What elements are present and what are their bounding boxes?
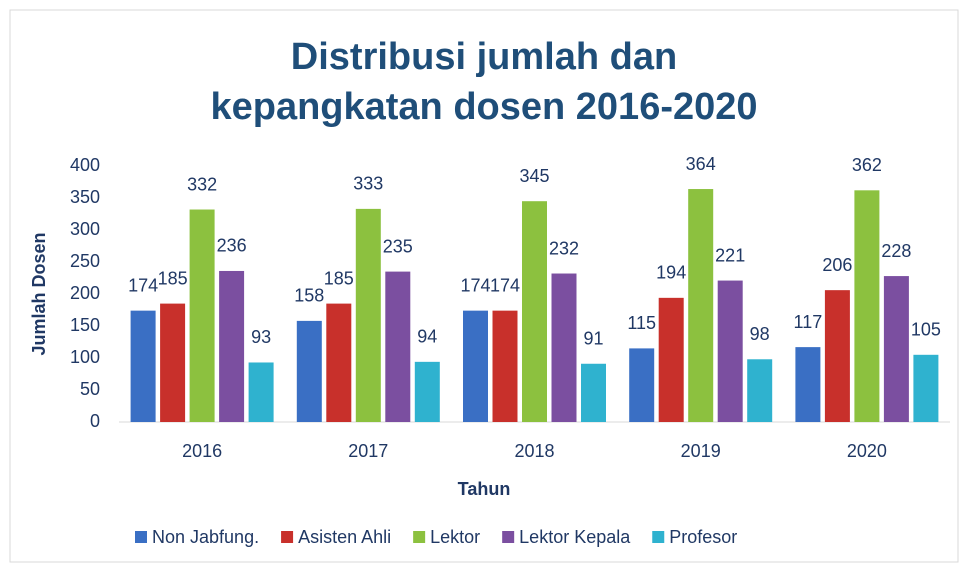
bar — [581, 363, 606, 422]
y-axis-title: Jumlah Dosen — [29, 232, 49, 355]
data-label: 117 — [794, 312, 823, 332]
legend-swatch — [413, 531, 426, 543]
chart-title: Distribusi jumlah dan kepangkatan dosen … — [210, 36, 758, 128]
data-label: 98 — [750, 324, 770, 344]
legend-label: Lektor Kepala — [519, 527, 631, 547]
legend-label: Non Jabfung. — [152, 527, 259, 547]
bar — [658, 297, 684, 422]
bar — [795, 347, 821, 422]
legend-swatch — [135, 531, 147, 543]
legend-label: Asisten Ahli — [298, 527, 391, 547]
y-tick-label: 400 — [70, 155, 100, 175]
x-tick-label: 2018 — [514, 441, 554, 461]
data-label: 93 — [251, 327, 271, 347]
y-tick-label: 250 — [70, 251, 100, 271]
data-label: 105 — [911, 320, 941, 340]
bar — [296, 320, 322, 422]
legend-label: Lektor — [430, 527, 480, 547]
chart-border — [9, 9, 959, 563]
bar — [355, 208, 381, 422]
bar — [414, 361, 440, 422]
data-label: 185 — [324, 268, 354, 288]
bar — [160, 303, 186, 422]
x-axis-title: Tahun — [458, 479, 511, 499]
bar — [747, 359, 773, 422]
data-label: 206 — [822, 255, 852, 275]
y-tick-label: 350 — [70, 187, 100, 207]
data-label: 362 — [852, 155, 882, 175]
bar — [492, 310, 518, 422]
legend-label: Profesor — [669, 527, 737, 547]
bar — [219, 270, 245, 422]
data-label: 91 — [583, 329, 603, 349]
bar — [326, 303, 352, 422]
bar — [189, 209, 215, 422]
data-label: 332 — [187, 174, 217, 194]
data-label: 194 — [656, 263, 686, 283]
y-tick-label: 0 — [90, 411, 100, 431]
bar — [688, 189, 714, 422]
x-tick-label: 2019 — [681, 441, 721, 461]
bar — [522, 201, 547, 422]
data-label: 345 — [519, 166, 549, 186]
x-tick-label: 2017 — [348, 441, 388, 461]
data-label: 228 — [881, 241, 911, 261]
y-tick-label: 50 — [80, 379, 100, 399]
bar — [248, 362, 274, 422]
bar — [824, 290, 850, 422]
data-label: 174 — [128, 275, 158, 295]
data-label: 221 — [715, 245, 745, 265]
data-label: 174 — [460, 275, 490, 295]
data-label: 232 — [549, 238, 579, 258]
data-label: 158 — [294, 286, 324, 306]
bar — [854, 190, 880, 422]
bar — [883, 276, 909, 422]
data-label: 235 — [383, 236, 413, 256]
bar — [629, 348, 655, 422]
legend-swatch — [652, 531, 665, 543]
legend-swatch — [281, 531, 294, 543]
bar — [463, 310, 488, 422]
legend-swatch — [502, 531, 515, 543]
data-label: 333 — [353, 174, 383, 194]
bar — [130, 310, 156, 422]
y-tick-label: 300 — [70, 219, 100, 239]
bar — [913, 354, 939, 422]
y-tick-label: 200 — [70, 283, 100, 303]
bar — [385, 271, 411, 422]
bar — [551, 273, 577, 422]
data-label: 174 — [490, 275, 520, 295]
data-label: 364 — [686, 154, 716, 174]
data-label: 185 — [158, 268, 188, 288]
data-label: 94 — [417, 327, 437, 347]
y-tick-label: 100 — [70, 347, 100, 367]
data-label: 236 — [217, 236, 247, 256]
x-tick-label: 2020 — [847, 441, 887, 461]
bar — [717, 280, 743, 422]
y-tick-label: 150 — [70, 315, 100, 335]
x-tick-label: 2016 — [182, 441, 222, 461]
data-label: 115 — [627, 313, 656, 333]
